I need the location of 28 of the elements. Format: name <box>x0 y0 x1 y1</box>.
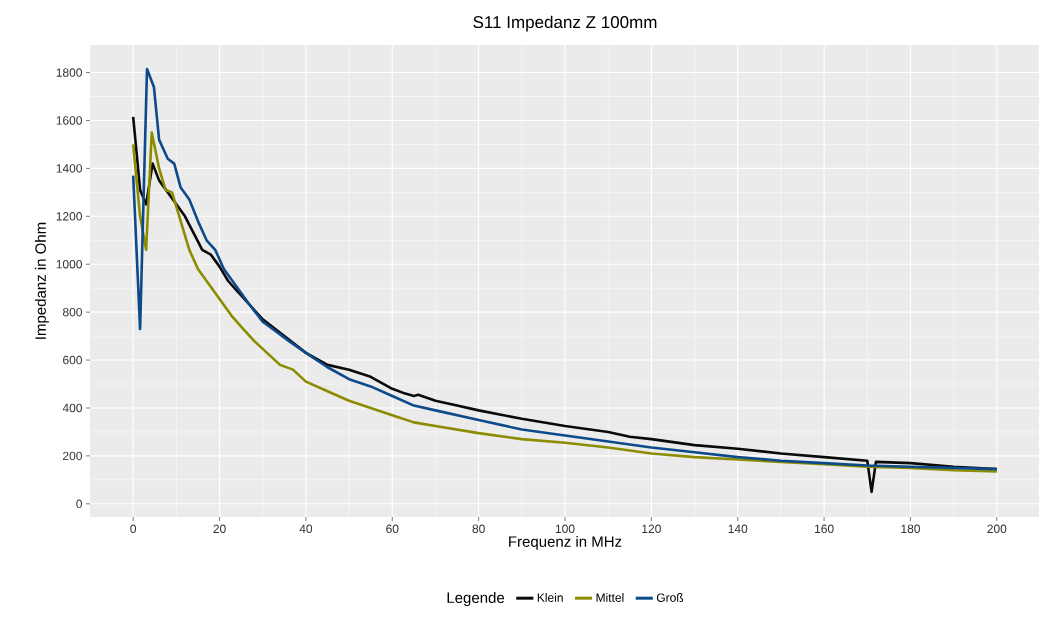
x-axis-title: Frequenz in MHz <box>509 535 622 550</box>
y-tick-label: 1200 <box>56 212 82 221</box>
y-tick-label: 400 <box>62 403 82 413</box>
x-tick-label: 80 <box>472 524 485 534</box>
x-tick-label: 180 <box>901 524 920 534</box>
x-tick-label: 120 <box>642 524 661 534</box>
y-axis-title: Impedanz in Ohm <box>34 222 49 339</box>
chart-title: S11 Impedanz Z 100mm <box>473 15 657 32</box>
x-tick-label: 20 <box>213 524 226 534</box>
y-tick-label: 0 <box>76 499 83 509</box>
y-tick-label: 1800 <box>56 68 82 77</box>
legend-label: Groß <box>656 593 684 602</box>
x-tick-label: 60 <box>386 524 399 534</box>
y-tick-label: 1400 <box>56 164 82 173</box>
x-tick-label: 0 <box>130 524 137 534</box>
y-tick-label: 200 <box>63 451 82 461</box>
x-tick-label: 40 <box>299 524 313 534</box>
legend-label: Klein <box>537 593 563 602</box>
x-tick-label: 100 <box>555 524 575 534</box>
legend-label: Mittel <box>596 593 624 602</box>
x-tick-label: 200 <box>987 524 1007 534</box>
y-tick-label: 600 <box>63 355 82 365</box>
x-tick-label: 140 <box>728 524 748 534</box>
y-tick-label: 800 <box>62 307 82 317</box>
legend-title: Legende <box>447 592 505 606</box>
y-tick-label: 1000 <box>56 259 82 269</box>
x-tick-label: 160 <box>815 524 834 534</box>
y-tick-label: 1600 <box>56 116 82 125</box>
